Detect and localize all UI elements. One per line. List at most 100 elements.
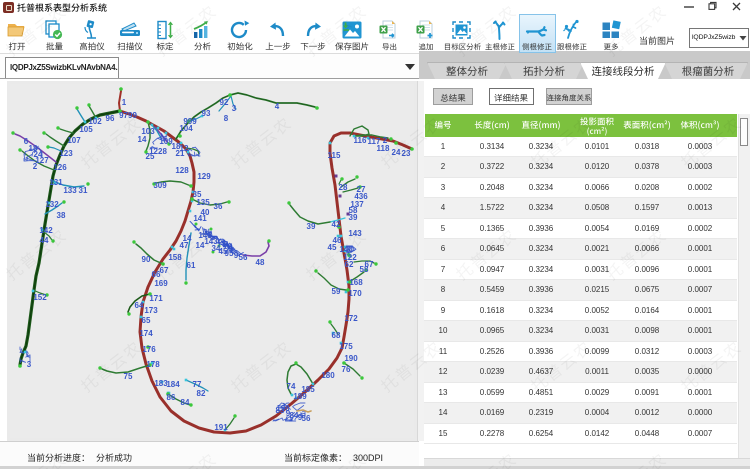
svg-text:40: 40 <box>201 208 210 217</box>
svg-text:86: 86 <box>167 393 176 402</box>
svg-text:18: 18 <box>29 144 38 153</box>
svg-text:96: 96 <box>106 114 115 123</box>
svg-text:58: 58 <box>360 265 369 274</box>
svg-text:6: 6 <box>24 137 29 146</box>
svg-text:48: 48 <box>256 258 265 267</box>
svg-text:185: 185 <box>301 385 315 394</box>
svg-text:173: 173 <box>144 306 158 315</box>
svg-text:129: 129 <box>197 172 211 181</box>
svg-text:64: 64 <box>135 301 144 310</box>
svg-text:18: 18 <box>172 142 181 151</box>
svg-text:56: 56 <box>302 414 311 423</box>
svg-text:123: 123 <box>59 149 73 158</box>
svg-text:117: 117 <box>368 137 381 146</box>
svg-text:131: 131 <box>49 178 63 187</box>
svg-text:3: 3 <box>27 360 32 369</box>
svg-text:14: 14 <box>196 241 205 250</box>
svg-text:103: 103 <box>141 127 155 136</box>
svg-text:115: 115 <box>328 151 341 160</box>
svg-text:90: 90 <box>142 255 151 264</box>
svg-text:116: 116 <box>354 136 367 145</box>
svg-text:84: 84 <box>181 398 190 407</box>
svg-text:174: 174 <box>139 329 153 338</box>
svg-text:133: 133 <box>63 186 77 195</box>
svg-text:45: 45 <box>219 247 228 256</box>
svg-text:109: 109 <box>159 137 173 146</box>
svg-text:76: 76 <box>342 365 351 374</box>
svg-text:9: 9 <box>286 409 291 418</box>
svg-text:189: 189 <box>293 392 307 401</box>
svg-text:8: 8 <box>224 114 229 123</box>
svg-text:170: 170 <box>348 289 362 298</box>
svg-text:59: 59 <box>332 287 341 296</box>
svg-text:65: 65 <box>142 316 151 325</box>
svg-text:27: 27 <box>357 185 366 194</box>
svg-text:14: 14 <box>138 135 147 144</box>
svg-text:190: 190 <box>344 354 358 363</box>
svg-text:190: 190 <box>276 404 290 413</box>
svg-text:67: 67 <box>160 266 169 275</box>
svg-text:12: 12 <box>180 144 189 153</box>
svg-text:178: 178 <box>146 360 160 369</box>
svg-text:184: 184 <box>166 380 180 389</box>
svg-text:172: 172 <box>344 314 358 323</box>
svg-text:143: 143 <box>348 229 362 238</box>
svg-text:142: 142 <box>39 226 53 235</box>
svg-text:28: 28 <box>339 183 348 192</box>
svg-text:3: 3 <box>232 104 237 113</box>
svg-text:31: 31 <box>79 186 88 195</box>
svg-text:68: 68 <box>332 331 341 340</box>
svg-text:171: 171 <box>149 294 163 303</box>
svg-text:9: 9 <box>234 251 239 260</box>
svg-text:74: 74 <box>287 382 296 391</box>
svg-text:127: 127 <box>35 156 49 165</box>
svg-text:107: 107 <box>67 136 81 145</box>
svg-text:39: 39 <box>307 222 316 231</box>
svg-text:61: 61 <box>187 261 196 270</box>
svg-text:9799: 9799 <box>119 111 137 120</box>
svg-text:126: 126 <box>53 163 67 172</box>
svg-text:21: 21 <box>176 149 185 158</box>
svg-text:39: 39 <box>349 213 358 222</box>
svg-text:105: 105 <box>79 125 93 134</box>
svg-text:38: 38 <box>57 211 66 220</box>
svg-text:35: 35 <box>193 190 202 199</box>
svg-text:191: 191 <box>214 423 228 432</box>
svg-text:152: 152 <box>33 293 47 302</box>
svg-text:77: 77 <box>193 380 202 389</box>
svg-text:92: 92 <box>220 98 229 107</box>
svg-text:62: 62 <box>345 260 354 269</box>
svg-text:58: 58 <box>349 206 358 215</box>
svg-text:47: 47 <box>180 241 189 250</box>
svg-text:82: 82 <box>197 389 206 398</box>
svg-text:56: 56 <box>239 253 248 262</box>
svg-text:436: 436 <box>354 192 368 201</box>
svg-text:999: 999 <box>183 117 197 126</box>
svg-text:67: 67 <box>365 260 374 269</box>
svg-text:158: 158 <box>168 253 182 262</box>
svg-text:9: 9 <box>298 413 303 422</box>
svg-text:135: 135 <box>196 198 210 207</box>
svg-text:23: 23 <box>402 149 411 158</box>
svg-text:24: 24 <box>392 148 401 157</box>
svg-text:36: 36 <box>214 202 223 211</box>
svg-text:95: 95 <box>225 249 234 258</box>
svg-text:24: 24 <box>34 150 43 159</box>
svg-text:4: 4 <box>275 102 280 111</box>
svg-text:118: 118 <box>377 144 390 153</box>
svg-text:137: 137 <box>350 200 364 209</box>
svg-text:44: 44 <box>40 236 49 245</box>
svg-text:176: 176 <box>142 345 156 354</box>
svg-text:2: 2 <box>33 162 38 171</box>
svg-text:104: 104 <box>179 124 193 133</box>
svg-text:1: 1 <box>122 98 127 107</box>
svg-text:83: 83 <box>276 406 285 415</box>
svg-text:168: 168 <box>349 278 363 287</box>
svg-text:180: 180 <box>321 371 335 380</box>
svg-text:169: 169 <box>154 279 168 288</box>
svg-text:128: 128 <box>175 166 189 175</box>
svg-text:84: 84 <box>290 411 299 420</box>
svg-text:42: 42 <box>332 220 341 229</box>
svg-text:25: 25 <box>146 152 155 161</box>
svg-text:309: 309 <box>153 181 167 190</box>
